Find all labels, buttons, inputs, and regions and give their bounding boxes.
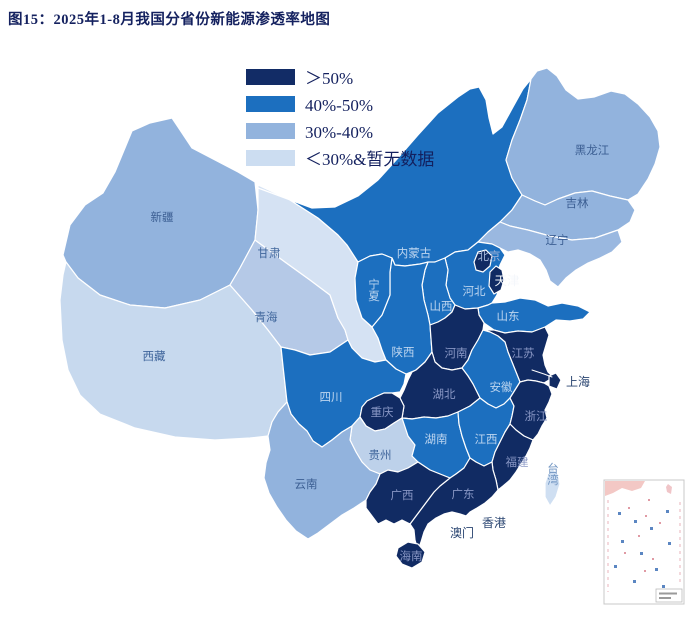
province-label-shanxi: 山西 (430, 300, 453, 313)
coastal-label-aomen: 澳门 (450, 525, 474, 540)
province-label-guangxi: 广西 (391, 489, 414, 502)
province-label-heilongjiang: 黑龙江 (575, 144, 610, 157)
legend-label-gt50: ＞50% (305, 69, 353, 88)
province-label-tianjin: 天津 (494, 274, 519, 288)
province-label-jilin: 吉林 (566, 196, 589, 210)
legend-swatch-lt30 (246, 150, 295, 166)
province-label-xizang: 西藏 (143, 350, 166, 363)
legend-swatch-30-40 (246, 123, 295, 139)
yangtze-river-line (531, 369, 553, 378)
province-label-henan: 河南 (445, 346, 468, 360)
province-label-hainan: 海南 (400, 549, 423, 563)
province-label-anhui: 安徽 (490, 380, 513, 394)
province-ningxia (354, 253, 393, 328)
legend-label-30-40: 30%-40% (305, 123, 373, 142)
province-label-zhejiang: 浙江 (525, 410, 548, 423)
province-label-gansu: 甘肃 (258, 247, 281, 260)
inset-island-dots (614, 510, 671, 588)
province-label-hebei: 河北 (463, 285, 486, 298)
province-label-yunnan: 云南 (295, 477, 318, 491)
province-label-jiangxi: 江西 (475, 433, 498, 446)
province-heilongjiang (505, 67, 661, 206)
province-label-shanghai: 上海 (566, 374, 590, 389)
province-taiwan (544, 467, 561, 507)
legend: ＞50% 40%-50% 30%-40% ＜30%&暂无数据 (246, 69, 434, 169)
province-label-hunan: 湖南 (425, 432, 448, 446)
legend-swatch-gt50 (246, 69, 295, 85)
province-label-fujian: 福建 (506, 455, 529, 469)
inset-scale-box (655, 588, 683, 603)
province-beijing (473, 249, 493, 273)
inset-taiwan (666, 484, 672, 494)
inset-frame (603, 479, 685, 605)
inset-reef-marks (624, 499, 661, 572)
legend-swatch-40-50 (246, 96, 295, 112)
inset-scale-text-bar (659, 597, 671, 599)
province-fujian (491, 423, 534, 491)
inset-scale-text-bar (659, 592, 677, 595)
province-hainan (395, 541, 426, 569)
legend-label-lt30: ＜30%&暂无数据 (305, 150, 434, 169)
province-label-xinjiang: 新疆 (151, 210, 174, 224)
province-label-hubei: 湖北 (433, 387, 456, 401)
province-zhejiang (509, 379, 553, 441)
province-label-chongqing: 重庆 (371, 405, 394, 419)
figure-title: 图15：2025年1-8月我国分省份新能源渗透率地图 (8, 12, 331, 28)
province-label-neimenggu: 内蒙古 (397, 246, 432, 260)
province-guangxi (365, 461, 451, 525)
inset-mainland-coast (605, 481, 645, 496)
province-label-guangdong: 广东 (452, 488, 475, 501)
province-label-beijing: 北京 (478, 249, 501, 263)
coastal-label-hongkong: 香港 (482, 516, 506, 530)
province-label-ningxia: 宁夏 (367, 278, 380, 302)
province-label-shandong: 山东 (497, 310, 520, 323)
province-shanghai (548, 372, 562, 390)
province-label-guizhou: 贵州 (369, 449, 392, 462)
province-label-shaanxi: 陕西 (392, 345, 415, 359)
province-label-liaoning: 辽宁 (546, 233, 569, 247)
legend-label-40-50: 40%-50% (305, 96, 373, 115)
province-shandong (477, 297, 591, 334)
province-label-jiangsu: 江苏 (512, 347, 535, 360)
province-label-qinghai: 青海 (255, 310, 278, 324)
province-label-taiwan: 台湾 (546, 462, 559, 487)
province-tianjin (488, 265, 505, 295)
province-label-sichuan: 四川 (320, 391, 343, 404)
south-china-sea-inset (603, 479, 685, 605)
